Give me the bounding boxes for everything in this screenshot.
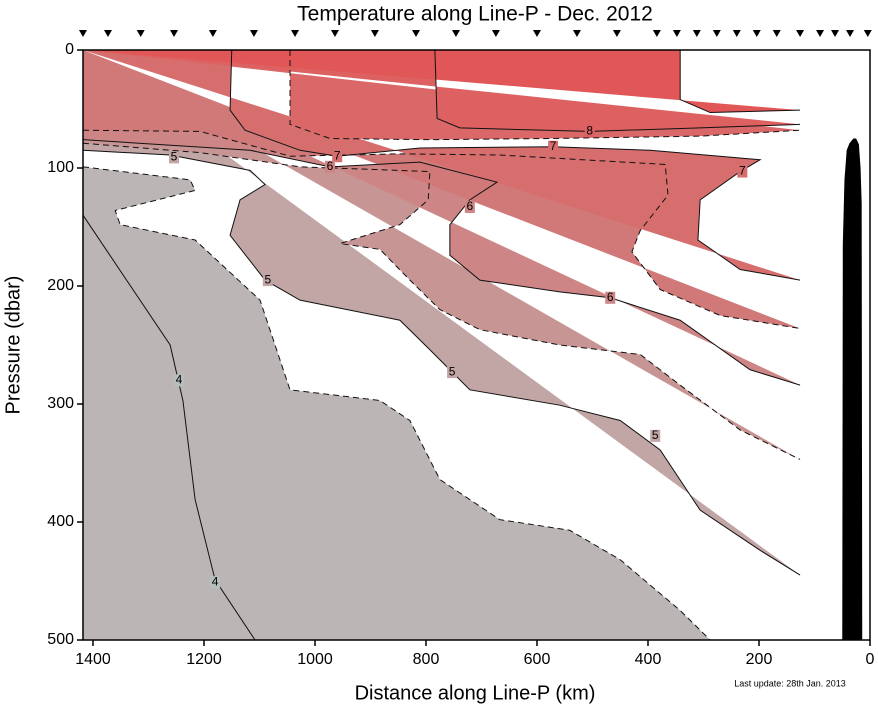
station-marker (79, 30, 87, 37)
seafloor (842, 138, 863, 640)
station-marker (208, 30, 217, 37)
contour-label-bg (210, 576, 221, 589)
y-tick-label: 200 (47, 277, 74, 294)
contour-fill (83, 50, 801, 281)
contour-fill (83, 50, 801, 132)
x-tick-label: 1000 (297, 651, 333, 668)
contour-label: 5 (264, 272, 271, 286)
y-tick-label: 0 (65, 41, 74, 58)
contour-line (229, 49, 801, 281)
station-marker (732, 30, 741, 37)
station-marker (612, 30, 621, 37)
contour-line (82, 139, 801, 386)
contour-label: 4 (176, 373, 183, 387)
station-marker (451, 30, 460, 37)
x-tick-label: 1200 (186, 651, 222, 668)
station-marker (796, 30, 805, 37)
chart-title: Temperature along Line-P - Dec. 2012 (297, 3, 653, 26)
contour-line (82, 129, 801, 329)
x-tick-label: 0 (866, 651, 875, 668)
y-tick-label: 500 (47, 631, 74, 648)
contour-label-bg (584, 125, 595, 138)
x-tick-label: 600 (524, 651, 551, 668)
contour-label-bg (447, 366, 458, 379)
contour-label-bg (169, 151, 180, 164)
station-marker (692, 30, 701, 37)
contour-line (679, 50, 801, 114)
contour-line (434, 49, 801, 132)
contour-label-bg (650, 429, 661, 442)
x-tick-label: 200 (746, 651, 773, 668)
station-marker (170, 30, 179, 37)
contour-label-bg (332, 150, 343, 163)
y-tick-label: 300 (47, 395, 74, 412)
contour-label: 7 (739, 164, 746, 178)
station-marker (831, 30, 840, 37)
contour-line (82, 149, 801, 576)
contour-line (82, 166, 711, 641)
station-marker (816, 30, 825, 37)
contour-fill (83, 50, 801, 113)
station-marker (136, 30, 145, 37)
station-marker (532, 30, 541, 37)
station-marker (772, 30, 781, 37)
station-marker (752, 30, 761, 37)
station-marker (652, 30, 661, 37)
contour-label: 6 (607, 290, 614, 304)
contour-label: 5 (652, 428, 659, 442)
x-tick-label: 800 (413, 651, 440, 668)
y-axis-label: Pressure (dbar) (2, 276, 24, 415)
x-axis-label: Distance along Line-P (km) (355, 682, 596, 704)
contour-label: 7 (334, 148, 341, 162)
station-marker (249, 30, 258, 37)
x-tick-label: 400 (635, 651, 662, 668)
y-tick-label: 100 (47, 159, 74, 176)
contour-label-bg (464, 200, 475, 213)
station-marker (412, 30, 421, 37)
contour-label: 5 (449, 364, 456, 378)
x-tick-label: 1400 (75, 651, 111, 668)
contour-line (82, 214, 256, 641)
contour-fill (83, 50, 711, 640)
update-note: Last update: 28th Jan. 2013 (734, 678, 846, 688)
contour-label-bg (174, 374, 185, 387)
contour-label-bg (605, 291, 616, 304)
station-marker (491, 30, 500, 37)
contour-label-bg (324, 160, 335, 173)
station-marker (846, 30, 855, 37)
station-marker (572, 30, 581, 37)
contour-line (82, 142, 801, 460)
plot-frame (82, 49, 871, 641)
contour-label: 8 (586, 124, 593, 138)
station-marker (291, 30, 300, 37)
station-marker (103, 30, 112, 37)
contour-label: 6 (466, 199, 473, 213)
contour-label-bg (262, 274, 273, 287)
station-marker (863, 30, 872, 37)
station-marker (712, 30, 721, 37)
station-marker (330, 30, 339, 37)
contour-label-bg (737, 165, 748, 178)
contour-label-bg (548, 140, 559, 153)
contour-label: 6 (327, 159, 334, 173)
station-marker (370, 30, 379, 37)
contour-label: 5 (171, 150, 178, 164)
contour-line (289, 50, 801, 141)
station-marker (672, 30, 681, 37)
contour-label: 7 (550, 139, 557, 153)
y-tick-label: 400 (47, 513, 74, 530)
contour-label: 4 (212, 574, 219, 588)
